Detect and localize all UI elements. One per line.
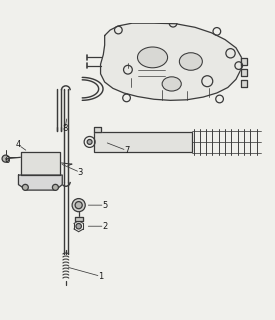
Polygon shape: [241, 80, 247, 87]
Polygon shape: [75, 218, 83, 221]
Ellipse shape: [138, 47, 167, 68]
Polygon shape: [101, 23, 241, 100]
Polygon shape: [241, 69, 247, 76]
Text: 4: 4: [16, 140, 21, 149]
Text: 6: 6: [5, 156, 10, 164]
Text: 2: 2: [102, 222, 107, 231]
Bar: [94, 132, 192, 152]
Text: 7: 7: [124, 146, 129, 155]
Text: 3: 3: [77, 168, 83, 177]
Circle shape: [53, 184, 58, 190]
Polygon shape: [18, 175, 62, 190]
Circle shape: [87, 140, 92, 144]
Text: 5: 5: [102, 201, 107, 210]
Polygon shape: [241, 58, 247, 65]
Circle shape: [75, 202, 82, 209]
Ellipse shape: [162, 77, 181, 91]
Text: 1: 1: [98, 272, 103, 281]
Circle shape: [22, 184, 28, 190]
Text: 8: 8: [62, 124, 68, 133]
Circle shape: [72, 199, 85, 212]
Circle shape: [2, 155, 9, 162]
Ellipse shape: [179, 53, 202, 70]
Polygon shape: [94, 127, 101, 132]
Circle shape: [76, 223, 81, 229]
Polygon shape: [21, 152, 59, 175]
